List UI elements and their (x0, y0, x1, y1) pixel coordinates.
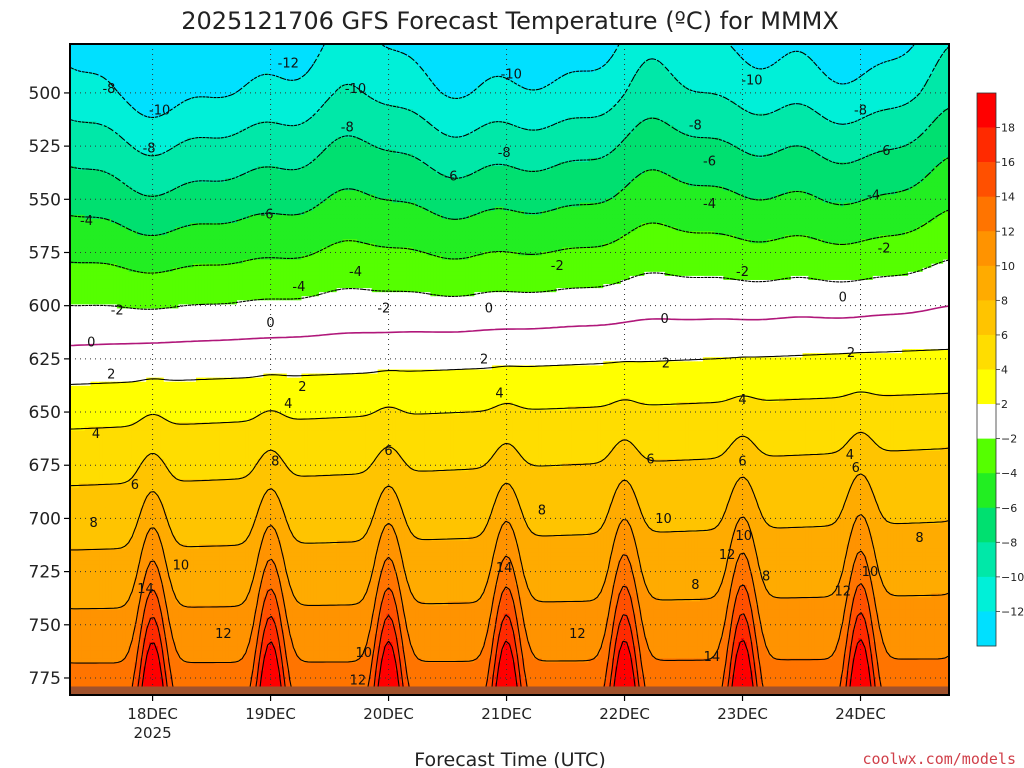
chart-title: 2025121706 GFS Forecast Temperature (ºC)… (181, 7, 839, 35)
plot-area: -12-10 -10-8 -10-10-8-8-8-8 -8-6-6-6-4 -6-4-… (70, 44, 950, 696)
